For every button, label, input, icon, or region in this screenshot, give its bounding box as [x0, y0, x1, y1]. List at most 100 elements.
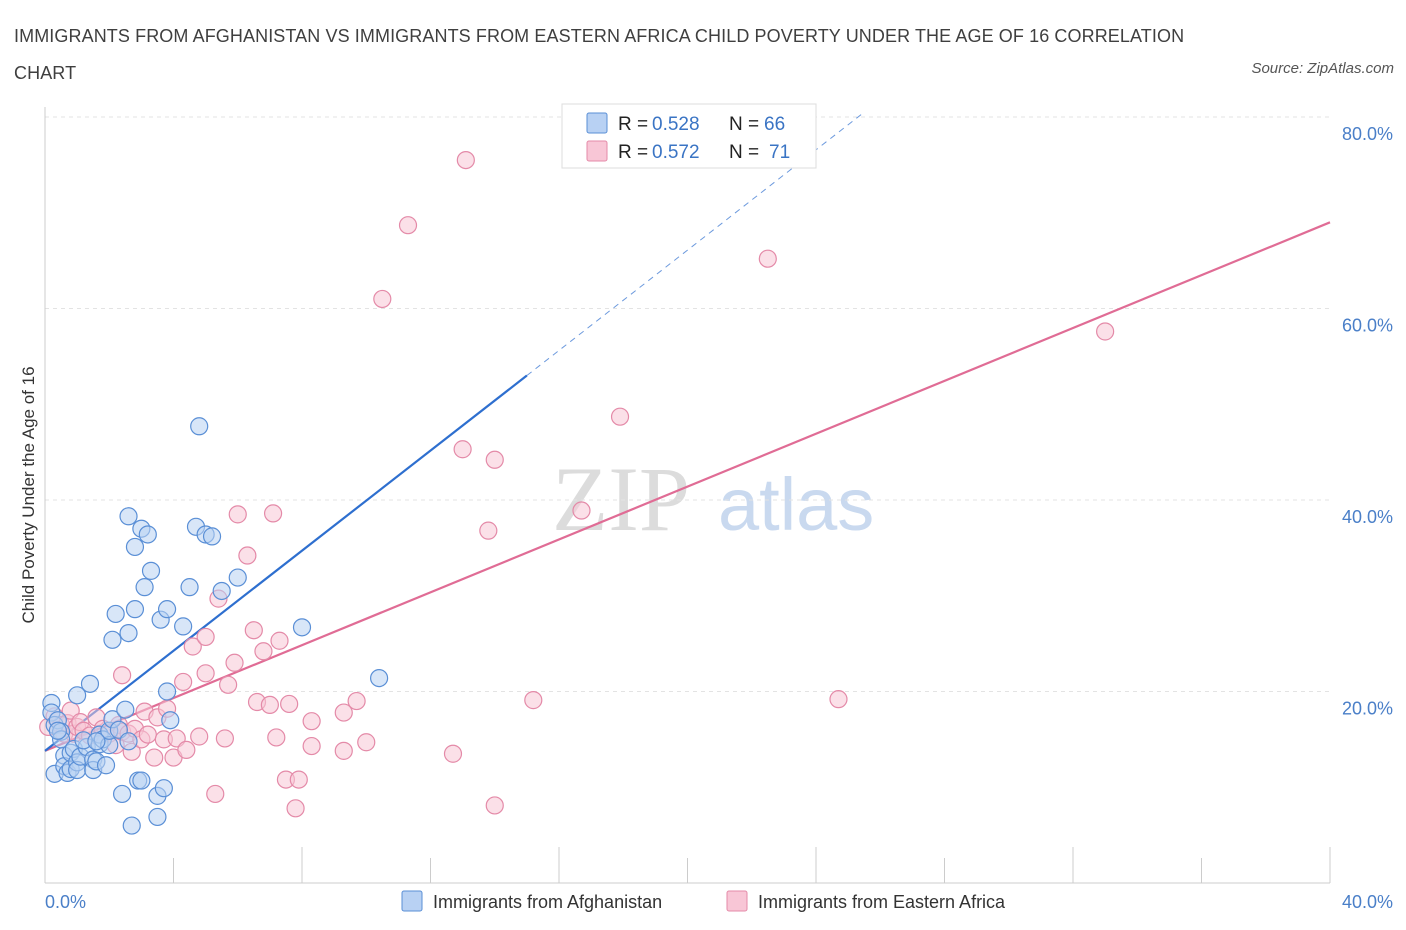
- legend-swatch-afghanistan: [586, 112, 608, 134]
- point-afghanistan-60: [292, 618, 312, 637]
- point-eastern-africa-66: [485, 450, 504, 469]
- legend: R = 0.528 N = 66 R = 0.572 N = 71: [561, 103, 817, 169]
- point-eastern-africa-34: [196, 664, 215, 683]
- point-afghanistan-42: [135, 578, 154, 597]
- point-eastern-africa-46: [260, 695, 279, 715]
- point-afghanistan-25: [96, 756, 116, 775]
- point-eastern-africa-61: [398, 216, 418, 235]
- bottom-legend: Immigrants from Afghanistan Immigrants f…: [401, 890, 1006, 912]
- legend-r-value-1: 0.528: [652, 114, 700, 135]
- point-eastern-africa-68: [524, 691, 543, 710]
- point-eastern-africa-42: [238, 546, 257, 565]
- point-eastern-africa-56: [334, 703, 353, 722]
- point-eastern-africa-65: [479, 521, 498, 540]
- legend-n-value-1: 66: [764, 114, 785, 135]
- point-afghanistan-29: [103, 630, 122, 649]
- point-afghanistan-46: [148, 807, 167, 827]
- point-afghanistan-18: [80, 674, 100, 693]
- point-afghanistan-64: [48, 721, 67, 740]
- point-afghanistan-49: [157, 600, 177, 619]
- point-afghanistan-55: [190, 417, 209, 436]
- point-eastern-africa-35: [196, 627, 215, 647]
- point-eastern-africa-69: [610, 407, 630, 426]
- point-afghanistan-65: [87, 732, 106, 751]
- y-tick-label-20: 20.0%: [1342, 699, 1393, 719]
- point-afghanistan-53: [180, 578, 199, 597]
- y-tick-label-40: 40.0%: [1342, 507, 1393, 527]
- point-afghanistan-57: [202, 527, 222, 546]
- point-afghanistan-50: [161, 711, 180, 730]
- point-eastern-africa-52: [289, 770, 308, 789]
- bottom-legend-swatch-afghanistan: [401, 890, 423, 912]
- point-eastern-africa-40: [225, 653, 244, 672]
- legend-r-label-2: R =: [618, 142, 648, 163]
- point-eastern-africa-59: [357, 733, 376, 752]
- point-afghanistan-48: [154, 779, 173, 798]
- point-afghanistan-35: [122, 816, 141, 835]
- watermark-atlas: atlas: [718, 463, 874, 546]
- point-afghanistan-52: [174, 617, 193, 636]
- trendline-eastern-africa: [44, 221, 1331, 752]
- point-afghanistan-33: [116, 700, 135, 719]
- point-eastern-africa-33: [190, 727, 209, 746]
- point-eastern-africa-71: [829, 690, 848, 709]
- point-eastern-africa-43: [244, 621, 263, 640]
- point-afghanistan-51: [157, 682, 177, 701]
- trendline-afghanistan: [44, 374, 528, 752]
- point-eastern-africa-60: [373, 289, 392, 309]
- point-eastern-africa-63: [453, 440, 472, 459]
- y-axis-label: Child Poverty Under the Age of 16: [19, 366, 38, 623]
- point-eastern-africa-72: [1096, 322, 1115, 341]
- point-eastern-africa-62: [443, 744, 463, 763]
- point-eastern-africa-50: [280, 694, 299, 714]
- legend-r-label-1: R =: [618, 114, 648, 135]
- point-eastern-africa-36: [206, 784, 225, 804]
- point-eastern-africa-67: [485, 796, 504, 815]
- point-afghanistan-44: [141, 561, 161, 580]
- point-eastern-africa-70: [758, 249, 777, 268]
- y-tick-label-80: 80.0%: [1342, 124, 1393, 144]
- y-tick-label-60: 60.0%: [1342, 316, 1393, 336]
- point-eastern-africa-73: [572, 501, 591, 520]
- legend-n-label-2: N =: [729, 142, 759, 163]
- point-eastern-africa-39: [219, 675, 238, 694]
- point-eastern-africa-24: [145, 748, 164, 767]
- point-afghanistan-36: [119, 623, 138, 643]
- point-eastern-africa-54: [302, 712, 321, 731]
- point-afghanistan-32: [112, 784, 132, 804]
- chart-title: IMMIGRANTS FROM AFGHANISTAN VS IMMIGRANT…: [14, 26, 1185, 83]
- point-afghanistan-30: [106, 604, 125, 624]
- point-eastern-africa-64: [456, 150, 475, 170]
- point-eastern-africa-38: [215, 729, 234, 748]
- legend-n-label-1: N =: [729, 114, 759, 135]
- legend-n-value-2: 71: [769, 142, 790, 163]
- point-afghanistan-37: [119, 507, 138, 526]
- point-eastern-africa-41: [228, 505, 247, 524]
- point-afghanistan-16: [68, 686, 87, 705]
- bottom-legend-eastern-africa: Immigrants from Eastern Africa: [758, 892, 1006, 912]
- bottom-legend-swatch-eastern-africa: [726, 890, 748, 912]
- point-eastern-africa-47: [263, 504, 283, 523]
- point-afghanistan-62: [132, 771, 151, 790]
- point-eastern-africa-31: [177, 740, 196, 760]
- point-afghanistan-34: [119, 732, 138, 751]
- point-afghanistan-39: [125, 537, 145, 557]
- legend-r-value-2: 0.572: [652, 142, 700, 163]
- source-label: Source: ZipAtlas.com: [1251, 60, 1394, 77]
- point-eastern-africa-23: [138, 725, 157, 744]
- point-afghanistan-43: [138, 525, 157, 544]
- point-afghanistan-38: [125, 600, 145, 619]
- point-eastern-africa-48: [267, 728, 286, 747]
- x-tick-label-max: 40.0%: [1342, 892, 1393, 912]
- point-afghanistan-59: [228, 568, 247, 587]
- series-afghanistan-points: [42, 417, 389, 835]
- point-eastern-africa-32: [183, 637, 202, 656]
- x-tick-label-min: 0.0%: [45, 892, 86, 912]
- point-afghanistan-58: [212, 581, 231, 601]
- point-eastern-africa-45: [254, 642, 273, 661]
- point-afghanistan-61: [370, 668, 389, 688]
- point-eastern-africa-49: [270, 631, 289, 650]
- point-eastern-africa-55: [302, 736, 321, 756]
- legend-swatch-eastern-africa: [586, 140, 608, 162]
